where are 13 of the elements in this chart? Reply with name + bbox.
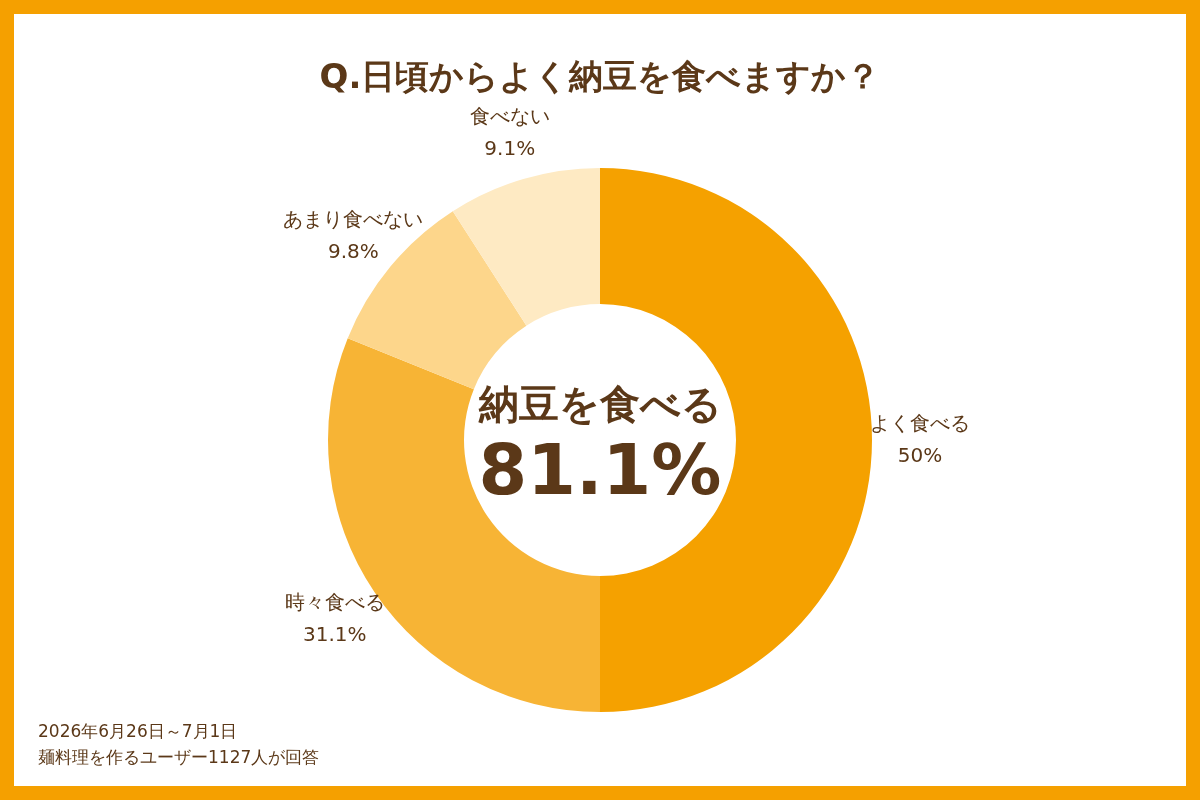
chart-title: Q.日頃からよく納豆を食べますか？ (318, 55, 882, 98)
text: 81.1% (478, 429, 722, 512)
text: 2026年6月26日～7月1日 (38, 720, 239, 743)
slice-label: よく食べる (870, 411, 970, 436)
data-label: 31.1% (303, 622, 367, 647)
data-label: 9.1% (484, 136, 536, 161)
slice-label: 時々食べる (284, 590, 385, 615)
data-label: 50% (897, 443, 943, 468)
slice-label: 食べない (469, 104, 550, 129)
text: 納豆を食べる (477, 381, 722, 428)
text: 麺料理を作るユーザー1127人が回答 (38, 746, 320, 769)
data-label: 9.8% (328, 239, 379, 264)
slice-label: あまり食べない (283, 207, 424, 232)
